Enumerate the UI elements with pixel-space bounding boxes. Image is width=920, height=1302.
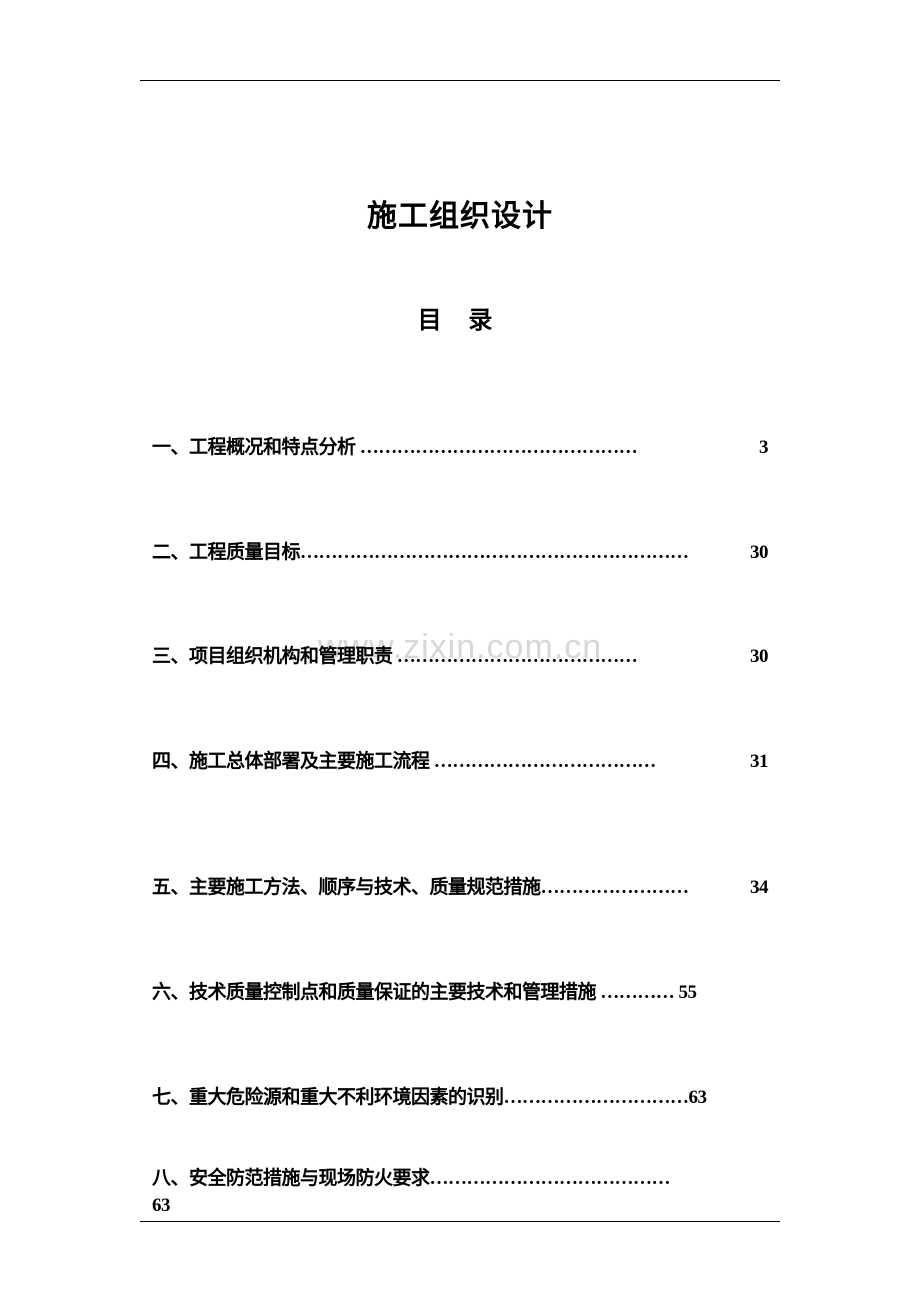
toc-entry-1: 一、工程概况和特点分析 ……………………………………… 3 [152, 435, 768, 462]
toc-page-number: 31 [750, 749, 768, 776]
toc-entry-6: 六、技术质量控制点和质量保证的主要技术和管理措施 ………… 55 [152, 980, 768, 1007]
toc-label: 七、重大危险源和重大不利环境因素的识别………………………… [152, 1087, 689, 1108]
document-page: www.zixin.com.cn 施工组织设计 目 录 一、工程概况和特点分析 … [0, 0, 920, 1302]
toc-page-number: 34 [750, 875, 768, 902]
toc-entry-2: 二、工程质量目标……………………………………………………… 30 [152, 540, 768, 567]
toc-page-number: 63 [152, 1193, 768, 1220]
toc-label: 八、安全防范措施与现场防火要求………………………………… [152, 1166, 768, 1193]
toc-entry-7: 七、重大危险源和重大不利环境因素的识别…………………………63 [152, 1085, 768, 1112]
bottom-horizontal-rule [140, 1221, 780, 1222]
toc-page-number: 30 [750, 540, 768, 567]
toc-entry-4: 四、施工总体部署及主要施工流程 ……………………………… 31 [152, 749, 768, 776]
toc-label: 一、工程概况和特点分析 ……………………………………… [152, 437, 637, 458]
toc-list: 一、工程概况和特点分析 ……………………………………… 3 二、工程质量目标……… [140, 435, 780, 1219]
toc-page-number: 63 [689, 1087, 707, 1108]
toc-page-number: 30 [750, 644, 768, 671]
toc-entry-5: 五、主要施工方法、顺序与技术、质量规范措施…………………… 34 [152, 875, 768, 902]
main-title: 施工组织设计 [140, 191, 780, 235]
toc-entry-3: 三、项目组织机构和管理职责 ………………………………… 30 [152, 644, 768, 671]
top-horizontal-rule [140, 80, 780, 81]
toc-label: 二、工程质量目标……………………………………………………… [152, 542, 689, 563]
toc-label: 三、项目组织机构和管理职责 ………………………………… [152, 646, 637, 667]
toc-page-number: 3 [759, 435, 768, 462]
toc-label: 五、主要施工方法、顺序与技术、质量规范措施…………………… [152, 877, 689, 898]
toc-label: 六、技术质量控制点和质量保证的主要技术和管理措施 ………… [152, 982, 674, 1003]
toc-entry-8: 八、安全防范措施与现场防火要求………………………………… 63 [152, 1166, 768, 1219]
toc-page-number: 55 [679, 982, 697, 1003]
toc-label: 四、施工总体部署及主要施工流程 ……………………………… [152, 751, 656, 772]
toc-heading: 目 录 [140, 300, 780, 335]
